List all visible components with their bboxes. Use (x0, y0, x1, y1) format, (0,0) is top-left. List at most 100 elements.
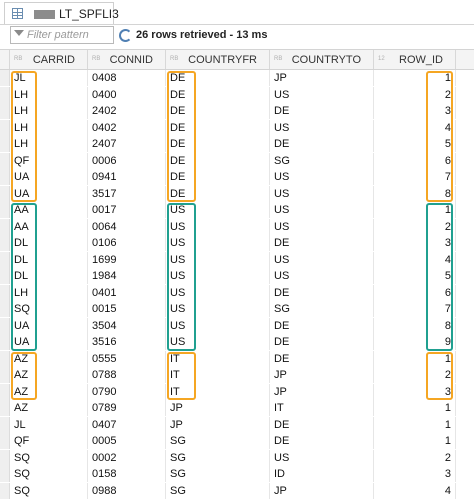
cell-countryto[interactable]: DE (270, 317, 374, 334)
cell-row-id[interactable]: 7 (374, 169, 456, 185)
cell-carrid[interactable]: LH (10, 284, 88, 301)
row-selector[interactable] (0, 383, 10, 400)
table-row[interactable]: SQ 0158 SG ID 3 (0, 466, 474, 482)
table-row[interactable]: UA 0941 DE US 7 (0, 169, 474, 185)
row-selector[interactable] (0, 136, 10, 152)
cell-countryfr[interactable]: IT (166, 350, 270, 367)
cell-connid[interactable]: 0158 (88, 466, 166, 482)
table-row[interactable]: LH 2402 DE DE 3 (0, 103, 474, 119)
cell-connid[interactable]: 3517 (88, 185, 166, 202)
row-selector[interactable] (0, 86, 10, 103)
row-selector[interactable] (0, 169, 10, 185)
cell-row-id[interactable]: 1 (374, 416, 456, 433)
cell-countryto[interactable]: SG (270, 301, 374, 317)
cell-connid[interactable]: 1699 (88, 251, 166, 268)
cell-connid[interactable]: 0408 (88, 70, 166, 86)
cell-row-id[interactable]: 4 (374, 119, 456, 136)
cell-carrid[interactable]: LH (10, 119, 88, 136)
cell-countryto[interactable]: JP (270, 383, 374, 400)
table-row[interactable]: DL 0106 US DE 3 (0, 235, 474, 251)
cell-carrid[interactable]: LH (10, 103, 88, 119)
cell-carrid[interactable]: AA (10, 202, 88, 218)
cell-connid[interactable]: 0401 (88, 284, 166, 301)
row-selector[interactable] (0, 119, 10, 136)
refresh-icon[interactable] (119, 29, 132, 42)
row-selector[interactable] (0, 218, 10, 235)
row-selector[interactable] (0, 202, 10, 218)
cell-countryfr[interactable]: DE (166, 70, 270, 86)
cell-connid[interactable]: 0402 (88, 119, 166, 136)
cell-row-id[interactable]: 6 (374, 284, 456, 301)
cell-countryto[interactable]: DE (270, 416, 374, 433)
cell-countryfr[interactable]: US (166, 202, 270, 218)
row-selector[interactable] (0, 284, 10, 301)
cell-connid[interactable]: 0017 (88, 202, 166, 218)
cell-carrid[interactable]: DL (10, 268, 88, 284)
cell-connid[interactable]: 0789 (88, 400, 166, 416)
cell-countryfr[interactable]: DE (166, 86, 270, 103)
row-selector[interactable] (0, 350, 10, 367)
row-selector[interactable] (0, 70, 10, 86)
cell-row-id[interactable]: 8 (374, 317, 456, 334)
cell-row-id[interactable]: 3 (374, 235, 456, 251)
cell-carrid[interactable]: JL (10, 416, 88, 433)
cell-row-id[interactable]: 7 (374, 301, 456, 317)
cell-countryto[interactable]: JP (270, 482, 374, 499)
cell-carrid[interactable]: AZ (10, 367, 88, 383)
row-selector[interactable] (0, 251, 10, 268)
row-selector[interactable] (0, 433, 10, 449)
cell-row-id[interactable]: 5 (374, 136, 456, 152)
cell-carrid[interactable]: AZ (10, 400, 88, 416)
cell-countryto[interactable]: JP (270, 367, 374, 383)
cell-connid[interactable]: 0106 (88, 235, 166, 251)
cell-countryfr[interactable]: SG (166, 482, 270, 499)
table-row[interactable]: JL 0407 JP DE 1 (0, 416, 474, 433)
cell-countryto[interactable]: US (270, 185, 374, 202)
cell-countryfr[interactable]: DE (166, 169, 270, 185)
cell-countryto[interactable]: DE (270, 235, 374, 251)
cell-row-id[interactable]: 5 (374, 268, 456, 284)
cell-row-id[interactable]: 2 (374, 218, 456, 235)
row-selector[interactable] (0, 466, 10, 482)
cell-carrid[interactable]: JL (10, 70, 88, 86)
cell-carrid[interactable]: SQ (10, 449, 88, 466)
cell-countryfr[interactable]: IT (166, 383, 270, 400)
cell-connid[interactable]: 0006 (88, 152, 166, 169)
cell-countryto[interactable]: ID (270, 466, 374, 482)
cell-countryto[interactable]: DE (270, 284, 374, 301)
cell-carrid[interactable]: DL (10, 235, 88, 251)
cell-countryfr[interactable]: DE (166, 103, 270, 119)
cell-countryfr[interactable]: US (166, 268, 270, 284)
cell-carrid[interactable]: LH (10, 136, 88, 152)
cell-connid[interactable]: 3516 (88, 334, 166, 350)
column-header-carrid[interactable]: RB CARRID (10, 50, 88, 69)
cell-countryto[interactable]: US (270, 202, 374, 218)
cell-connid[interactable]: 2402 (88, 103, 166, 119)
cell-row-id[interactable]: 2 (374, 449, 456, 466)
cell-carrid[interactable]: SQ (10, 301, 88, 317)
row-selector[interactable] (0, 301, 10, 317)
cell-connid[interactable]: 0555 (88, 350, 166, 367)
table-row[interactable]: UA 3516 US DE 9 (0, 334, 474, 350)
column-header-connid[interactable]: RB CONNID (88, 50, 166, 69)
cell-connid[interactable]: 0005 (88, 433, 166, 449)
cell-countryto[interactable]: DE (270, 136, 374, 152)
cell-countryto[interactable]: US (270, 268, 374, 284)
cell-countryto[interactable]: SG (270, 152, 374, 169)
cell-countryto[interactable]: DE (270, 350, 374, 367)
cell-countryfr[interactable]: JP (166, 400, 270, 416)
cell-countryto[interactable]: US (270, 169, 374, 185)
cell-connid[interactable]: 0407 (88, 416, 166, 433)
row-selector[interactable] (0, 152, 10, 169)
table-row[interactable]: LH 0401 US DE 6 (0, 284, 474, 301)
cell-connid[interactable]: 2407 (88, 136, 166, 152)
table-row[interactable]: DL 1984 US US 5 (0, 268, 474, 284)
table-row[interactable]: SQ 0002 SG US 2 (0, 449, 474, 466)
cell-row-id[interactable]: 4 (374, 251, 456, 268)
cell-carrid[interactable]: AZ (10, 350, 88, 367)
cell-row-id[interactable]: 1 (374, 400, 456, 416)
row-selector[interactable] (0, 185, 10, 202)
cell-connid[interactable]: 0015 (88, 301, 166, 317)
column-header-countryfr[interactable]: RB COUNTRYFR (166, 50, 270, 69)
cell-carrid[interactable]: UA (10, 185, 88, 202)
